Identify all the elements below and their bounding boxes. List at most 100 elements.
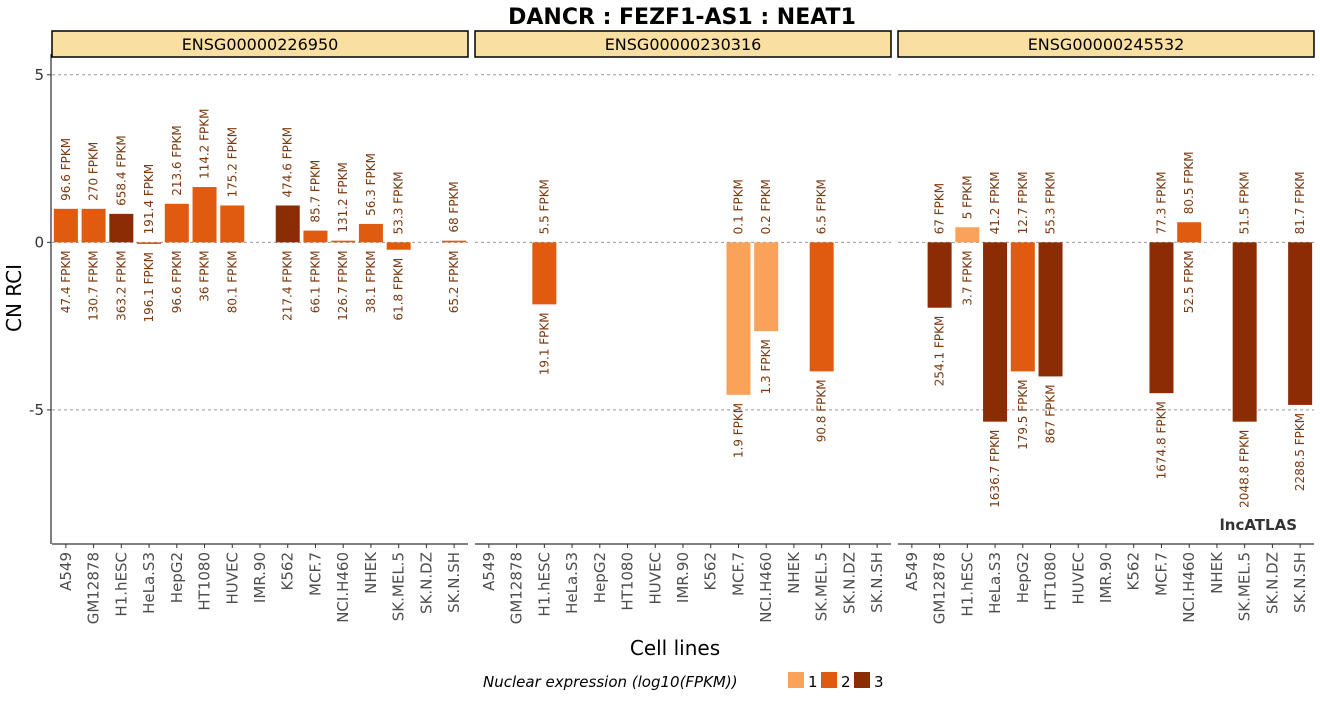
bar-label-bottom: 1.9 FPKM — [731, 403, 745, 458]
bar — [983, 242, 1008, 422]
bar-label-top: 0.1 FPKM — [731, 179, 745, 234]
strip-label: ENSG00000226950 — [182, 35, 339, 54]
bar-label-top: 131.2 FPKM — [336, 162, 350, 233]
chart-title: DANCR : FEZF1-AS1 : NEAT1 — [508, 5, 856, 30]
legend-label: 2 — [841, 673, 851, 691]
x-tick-label: HT1080 — [1042, 552, 1060, 611]
bar — [358, 223, 383, 243]
x-tick-label: NCI.H460 — [1180, 552, 1198, 623]
bar-label-bottom: 1.3 FPKM — [759, 339, 773, 394]
x-tick-label: SK.N.SH — [868, 552, 886, 613]
x-tick-label: H1.hESC — [958, 552, 976, 617]
x-tick-label: HepG2 — [1014, 552, 1032, 603]
bar-label-bottom: 2288.5 FPKM — [1293, 413, 1307, 491]
x-tick-label: A549 — [903, 552, 921, 591]
x-tick-label: HepG2 — [591, 552, 609, 603]
x-tick-label: GM12878 — [85, 552, 103, 624]
bar-label-bottom: 1674.8 FPKM — [1154, 401, 1168, 479]
x-tick-label: SK.N.DZ — [1263, 552, 1281, 614]
bar-label-top: 175.2 FPKM — [225, 127, 239, 198]
x-tick-label: HUVEC — [223, 552, 241, 604]
panel: ENSG00000230316 A549 GM12878 H1.hESC HeLa.S3… — [474, 30, 892, 624]
x-tick-label: SK.N.DZ — [417, 552, 435, 614]
bar — [192, 187, 217, 243]
bar-label-top: 474.6 FPKM — [281, 127, 295, 198]
x-tick-label: SK.N.SH — [1291, 552, 1309, 613]
y-axis-label: CN RCI — [2, 264, 26, 332]
bar-label-top: 114.2 FPKM — [198, 109, 212, 180]
bar — [754, 242, 779, 332]
legend-swatch — [788, 672, 804, 688]
panels: ENSG00000226950 A549 GM12878 H1.hESC HeLa.S3… — [51, 30, 1315, 624]
x-tick-label: HeLa.S3 — [986, 552, 1004, 614]
bar-label-bottom: 80.1 FPKM — [225, 250, 239, 313]
bar — [1232, 242, 1257, 422]
panel: ENSG00000226950 A549 GM12878 H1.hESC HeLa.S3… — [51, 30, 469, 624]
bar-label-top: 85.7 FPKM — [308, 160, 322, 223]
x-tick-label: MCF.7 — [306, 552, 324, 596]
bar — [386, 242, 411, 250]
bar — [303, 230, 328, 243]
bar-label-top: 658.4 FPKM — [114, 135, 128, 206]
x-tick-label: IMR.90 — [674, 552, 692, 603]
bar-label-top: 5 FPKM — [960, 175, 974, 219]
bar-label-top: 41.2 FPKM — [988, 171, 1002, 234]
x-tick-label: H1.hESC — [535, 552, 553, 617]
bar-label-top: 53.3 FPKM — [392, 171, 406, 234]
bar-label-bottom: 19.1 FPKM — [537, 312, 551, 375]
x-tick-label: HT1080 — [196, 552, 214, 611]
strip-box — [897, 30, 1315, 58]
x-tick-label: SK.N.DZ — [840, 552, 858, 614]
bar-label-top: 67 FPKM — [933, 183, 947, 234]
bar-label-top: 96.6 FPKM — [59, 138, 73, 201]
x-tick-label: GM12878 — [931, 552, 949, 624]
bar-label-bottom: 38.1 FPKM — [364, 250, 378, 313]
legend-swatch — [854, 672, 870, 688]
x-tick-label: K562 — [1125, 552, 1143, 590]
bar-label-bottom: 217.4 FPKM — [281, 250, 295, 321]
bar-label-top: 12.7 FPKM — [1016, 171, 1030, 234]
bar-label-bottom: 65.2 FPKM — [447, 250, 461, 313]
x-tick-label: IMR.90 — [1097, 552, 1115, 603]
bar-label-bottom: 126.7 FPKM — [336, 250, 350, 321]
legend-swatch — [821, 672, 837, 688]
strip-label: ENSG00000245532 — [1028, 35, 1185, 54]
bar — [1038, 242, 1063, 377]
x-tick-label: SK.N.SH — [445, 552, 463, 613]
bar — [532, 242, 557, 305]
y-tick-label: -5 — [29, 401, 44, 419]
bar — [53, 208, 78, 243]
x-tick-label: NCI.H460 — [757, 552, 775, 623]
x-tick-label: SK.MEL.5 — [813, 552, 831, 621]
x-tick-label: H1.hESC — [112, 552, 130, 617]
x-tick-label: HeLa.S3 — [140, 552, 158, 614]
bar — [1288, 242, 1313, 405]
bar-label-bottom: 61.8 FPKM — [392, 258, 406, 321]
x-tick-label: HUVEC — [646, 552, 664, 604]
bar-label-top: 0.2 FPKM — [759, 179, 773, 234]
x-tick-label: NHEK — [362, 551, 380, 594]
bar-label-bottom: 1636.7 FPKM — [988, 430, 1002, 508]
x-tick-label: K562 — [702, 552, 720, 590]
x-tick-label: GM12878 — [508, 552, 526, 624]
bar-label-top: 55.3 FPKM — [1044, 171, 1058, 234]
bar — [1177, 222, 1202, 243]
legend-label: 3 — [874, 673, 884, 691]
strip-box — [51, 30, 469, 58]
strip-label: ENSG00000230316 — [605, 35, 762, 54]
bar — [809, 242, 834, 372]
y-axis: 5 0 -5 — [29, 54, 52, 544]
bar — [81, 208, 106, 243]
bar-label-top: 81.7 FPKM — [1293, 171, 1307, 234]
x-tick-label: HepG2 — [168, 552, 186, 603]
x-tick-label: SK.MEL.5 — [390, 552, 408, 621]
bar-label-bottom: 96.6 FPKM — [170, 250, 184, 313]
x-tick-label: K562 — [279, 552, 297, 590]
bar-label-top: 56.3 FPKM — [364, 153, 378, 216]
bar-label-top: 213.6 FPKM — [170, 125, 184, 196]
bar-label-bottom: 90.8 FPKM — [815, 379, 829, 442]
bar-label-bottom: 2048.8 FPKM — [1238, 430, 1252, 508]
bar — [331, 240, 356, 243]
